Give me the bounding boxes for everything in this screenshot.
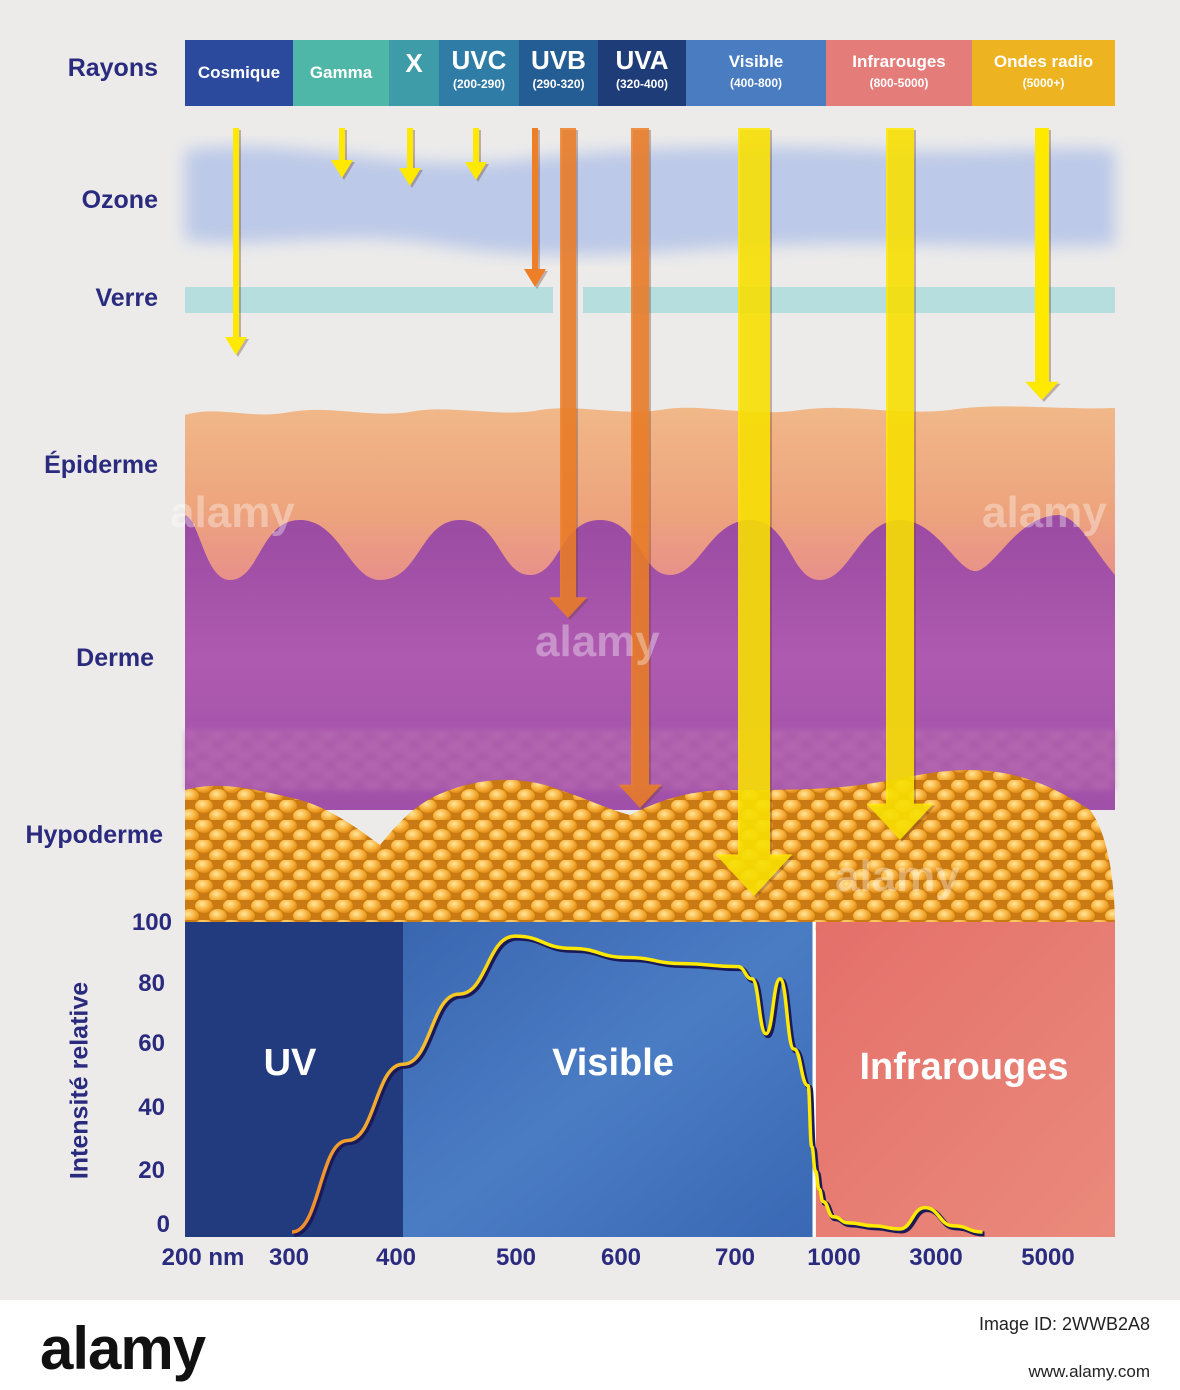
band-infrared: Infrarouges (800-5000) — [826, 40, 972, 106]
x-tick-400: 400 — [375, 1244, 417, 1271]
region-label-uv: UV — [263, 1042, 317, 1084]
glass-layer-left — [185, 287, 553, 313]
arrow-visible — [715, 128, 793, 896]
band-uvc-label: UVC — [451, 45, 507, 75]
band-infrared-range: (800-5000) — [869, 76, 929, 90]
band-uva-label: UVA — [615, 45, 669, 75]
arrow-cosmic — [225, 128, 247, 355]
radiation-arrows — [225, 128, 1061, 898]
band-x: X — [389, 40, 439, 106]
band-uvc: UVC (200-290) — [439, 40, 519, 106]
x-tick-3000: 3000 — [909, 1244, 963, 1271]
x-tick-1000: 1000 — [807, 1244, 861, 1271]
x-tick-5000: 5000 — [1021, 1244, 1075, 1271]
image-id: Image ID: 2WWB2A8 — [979, 1314, 1150, 1341]
intensity-curve — [291, 934, 985, 1237]
arrow-gamma — [331, 128, 353, 178]
uv-region — [185, 922, 403, 1237]
arrow-uva — [618, 128, 662, 808]
y-tick-40: 40 — [138, 1094, 165, 1121]
arrow-radio — [1025, 128, 1059, 400]
band-visible: Visible (400-800) — [686, 40, 826, 106]
region-label-infrared: Infrarouges — [859, 1046, 1069, 1088]
row-label-dermis: Derme — [76, 644, 154, 672]
y-tick-80: 80 — [138, 970, 165, 997]
y-tick-20: 20 — [138, 1157, 165, 1184]
footer-bar: alamy Image ID: 2WWB2A8 www.alamy.com — [0, 1300, 1180, 1390]
band-visible-range: (400-800) — [729, 76, 783, 90]
band-radio-range: (5000+) — [1022, 76, 1065, 90]
arrow-uvc — [465, 128, 487, 180]
glass-layer-right — [583, 287, 1115, 313]
watermark: alamy — [535, 617, 660, 666]
y-axis-label: Intensité relative — [65, 981, 94, 1180]
band-radio-label: Ondes radio — [993, 52, 1094, 71]
arrow-infrared — [866, 128, 934, 840]
band-infrared-label: Infrarouges — [852, 52, 946, 71]
arrow-x — [399, 128, 421, 186]
x-tick-200nm: 200 nm — [161, 1244, 245, 1271]
band-uva-range: (320-400) — [615, 77, 669, 91]
infrared-region — [816, 922, 1115, 1237]
x-tick-500: 500 — [495, 1244, 537, 1271]
arrow-uvb-glass — [524, 128, 546, 287]
watermark: alamy — [170, 488, 295, 537]
y-tick-60: 60 — [138, 1030, 165, 1057]
row-label-glass: Verre — [95, 284, 158, 312]
arrow-uvb — [548, 128, 588, 618]
row-label-rays: Rayons — [67, 54, 158, 82]
band-gamma: Gamma — [293, 40, 389, 106]
intensity-curve-line — [291, 934, 983, 1234]
band-uvc-range: (200-290) — [452, 77, 506, 91]
footer-url: www.alamy.com — [1028, 1362, 1150, 1381]
spectrum-skin-diagram: Rayons Ozone Verre Épiderme Derme Hypode… — [25, 40, 1115, 1271]
band-radio: Ondes radio (5000+) — [972, 40, 1115, 106]
row-label-epidermis: Épiderme — [44, 451, 158, 479]
band-uvb: UVB (290-320) — [519, 40, 598, 106]
band-uva: UVA (320-400) — [598, 40, 686, 106]
image-id-label: Image ID: 2WWB2A8 — [978, 1314, 1150, 1334]
band-uvb-label: UVB — [531, 45, 586, 75]
band-cosmic: Cosmique — [185, 40, 293, 106]
watermark: alamy — [835, 852, 960, 901]
band-gamma-label: Gamma — [309, 63, 373, 82]
alamy-logo: alamy — [40, 1315, 206, 1382]
watermark: alamy — [982, 488, 1107, 537]
region-label-visible: Visible — [552, 1042, 674, 1084]
band-uvb-range: (290-320) — [532, 77, 585, 91]
diagram-graphics — [185, 128, 1115, 1237]
row-label-ozone: Ozone — [81, 186, 158, 214]
band-x-label: X — [405, 48, 423, 78]
band-visible-label: Visible — [728, 52, 784, 71]
y-tick-100: 100 — [131, 909, 172, 936]
x-tick-700: 700 — [714, 1244, 756, 1271]
row-label-hypodermis: Hypoderme — [25, 821, 163, 849]
x-tick-300: 300 — [268, 1244, 310, 1271]
epidermis-layer — [185, 406, 1115, 580]
band-cosmic-label: Cosmique — [197, 63, 281, 82]
y-tick-0: 0 — [156, 1211, 170, 1238]
x-tick-600: 600 — [600, 1244, 642, 1271]
